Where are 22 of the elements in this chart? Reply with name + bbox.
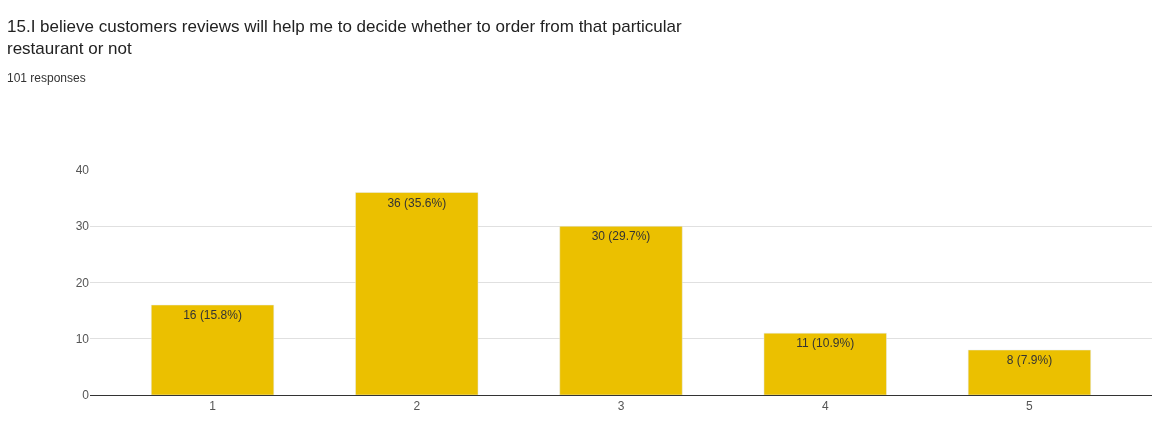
- x-tick-label: 4: [821, 399, 829, 414]
- data-label: 36 (35.6%): [387, 195, 447, 210]
- x-tick-label: 1: [209, 399, 217, 414]
- bar: [559, 226, 683, 395]
- bar: [763, 332, 887, 395]
- bar: [967, 349, 1091, 395]
- data-label: 30 (29.7%): [591, 229, 651, 244]
- x-tick-label: 5: [1026, 399, 1034, 414]
- data-label: 8 (7.9%): [1006, 353, 1053, 367]
- y-tick-label: 20: [75, 275, 90, 290]
- y-tick-label: 30: [75, 219, 90, 234]
- data-label: 11 (10.9%): [796, 336, 855, 351]
- y-tick-label: 40: [75, 163, 90, 178]
- x-tick-label: 2: [413, 399, 421, 414]
- bar: [151, 304, 275, 395]
- y-tick-label: 0: [82, 388, 90, 403]
- y-tick-label: 10: [75, 331, 90, 346]
- x-tick-label: 3: [617, 399, 625, 414]
- chart-subtitle: 101 responses: [7, 71, 86, 85]
- bar: [355, 192, 479, 395]
- chart-title: 15.I believe customers reviews will help me to decide whether to order from that particular restaurant or not: [7, 17, 682, 59]
- data-label: 16 (15.8%): [183, 308, 242, 322]
